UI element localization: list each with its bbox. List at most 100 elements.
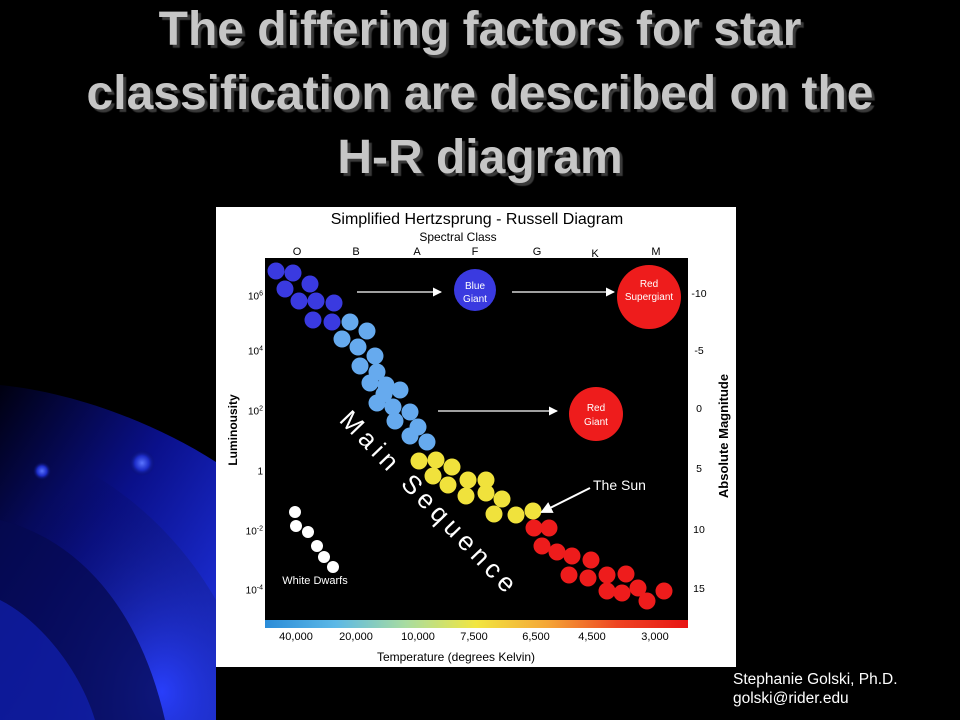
luminosity-tick-label: 10-2: [246, 526, 263, 538]
red-star-dot: [638, 592, 656, 610]
blue-white-star-dot: [361, 374, 379, 392]
luminosity-tick-label: 104: [248, 346, 263, 358]
magnitude-tick-label: -5: [694, 345, 703, 357]
luminosity-tick-base: 10: [248, 407, 260, 418]
red-giant-circle: [569, 387, 623, 441]
red-star-dot: [598, 582, 616, 600]
hot-blue-star-dot: [284, 264, 302, 282]
magnitude-axis-label: Absolute Magnitude: [716, 374, 731, 498]
red-star-dot: [629, 579, 647, 597]
red-star-dot: [525, 519, 543, 537]
luminosity-tick-exponent: 6: [259, 291, 263, 298]
yellow-star-dot: [477, 484, 495, 502]
orbit-dot-small: [33, 462, 51, 480]
hot-blue-star-dot: [304, 311, 322, 329]
yellow-star-dot: [410, 452, 428, 470]
hr-diagram: Simplified Hertzsprung - Russell Diagram…: [216, 207, 736, 667]
red-star-dot: [560, 566, 578, 584]
luminosity-tick-label: 10-4: [246, 585, 263, 597]
blue-white-star-dot: [341, 313, 359, 331]
slide-title-line: The differing factors for star: [158, 3, 802, 56]
temperature-tick-label: 7,500: [460, 631, 488, 643]
temperature-tick-label: 40,000: [279, 631, 313, 643]
white-dwarf-dot: [327, 561, 339, 573]
yellow-star-dot: [507, 506, 525, 524]
magnitude-tick-label: 15: [693, 583, 705, 595]
luminosity-tick-base: 10: [248, 347, 260, 358]
hot-blue-star-dot: [267, 262, 285, 280]
yellow-star-dot: [493, 490, 511, 508]
luminosity-tick-base: 10: [246, 527, 258, 538]
blue-white-star-dot: [418, 433, 436, 451]
red-star-dot: [582, 551, 600, 569]
magnitude-tick-label: 0: [696, 403, 702, 415]
slide-title-line: H-R diagram: [337, 131, 623, 184]
yellow-star-dot: [459, 471, 477, 489]
temperature-tick-label: 4,500: [578, 631, 606, 643]
yellow-star-dot: [443, 458, 461, 476]
red-star-dot: [617, 565, 635, 583]
luminosity-tick-exponent: -2: [257, 526, 263, 533]
red-star-dot: [563, 547, 581, 565]
white-dwarf-dot: [302, 526, 314, 538]
white-dwarf-dot: [311, 540, 323, 552]
temperature-axis-label: Temperature (degrees Kelvin): [377, 650, 535, 664]
luminosity-tick-label: 106: [248, 291, 263, 303]
luminosity-tick-exponent: 4: [259, 346, 263, 353]
slide-title-line: classification are described on the: [86, 67, 874, 120]
red-giant-label-line2: Giant: [584, 417, 608, 428]
spectral-class-b: B: [352, 246, 359, 258]
yellow-star-dot: [427, 451, 445, 469]
yellow-star-dot: [439, 476, 457, 494]
spectral-class-m: M: [651, 246, 660, 258]
red-star-dot: [533, 537, 551, 555]
magnitude-tick-label: -10: [691, 288, 706, 300]
temperature-tick-label: 20,000: [339, 631, 373, 643]
magnitude-tick-label: 5: [696, 463, 702, 475]
yellow-star-dot: [485, 505, 503, 523]
hot-blue-star-dot: [276, 280, 294, 298]
spectral-class-g: G: [533, 246, 542, 258]
red-star-dot: [548, 543, 566, 561]
white-dwarf-dot: [318, 551, 330, 563]
orbit-dot-large: [129, 450, 155, 476]
red-star-dot: [655, 582, 673, 600]
blue-white-star-dot: [349, 338, 367, 356]
red-star-dot: [579, 569, 597, 587]
swirl-band-inner: [0, 600, 95, 720]
red-giant-label-line1: Red: [587, 403, 605, 414]
red-star-dot: [598, 566, 616, 584]
hot-blue-star-dot: [307, 292, 325, 310]
sun-label: The Sun: [593, 477, 646, 493]
red-supergiant-label-line2: Supergiant: [625, 292, 674, 303]
blue-white-star-dot: [333, 330, 351, 348]
temperature-color-bar: [265, 620, 688, 628]
star-dots: [267, 262, 673, 610]
yellow-star-dot: [424, 467, 442, 485]
blue-white-star-dot: [386, 412, 404, 430]
luminosity-tick-exponent: -4: [257, 585, 263, 592]
yellow-star-dot: [524, 502, 542, 520]
luminosity-tick-label: 1: [257, 467, 263, 478]
blue-giant-label-line1: Blue: [465, 281, 485, 292]
white-dwarf-dot: [290, 520, 302, 532]
temperature-tick-label: 6,500: [522, 631, 550, 643]
diagram-title: Simplified Hertzsprung - Russell Diagram: [331, 211, 624, 228]
red-supergiant-circle: [617, 265, 681, 329]
spectral-class-heading: Spectral Class: [419, 230, 496, 244]
blue-giant-label-line2: Giant: [463, 294, 487, 305]
blue-giant-circle: [454, 269, 496, 311]
blue-white-star-dot: [401, 403, 419, 421]
luminosity-tick-label: 102: [248, 406, 263, 418]
blue-white-star-dot: [368, 394, 386, 412]
blue-white-star-dot: [401, 427, 419, 445]
temperature-tick-label: 3,000: [641, 631, 669, 643]
luminosity-tick-base: 10: [246, 586, 258, 597]
hot-blue-star-dot: [301, 275, 319, 293]
hot-blue-star-dot: [325, 294, 343, 312]
luminosity-axis-label: Luminousity: [226, 394, 240, 466]
red-supergiant-label-line1: Red: [640, 279, 658, 290]
hot-blue-star-dot: [290, 292, 308, 310]
spectral-class-f: F: [472, 246, 479, 258]
